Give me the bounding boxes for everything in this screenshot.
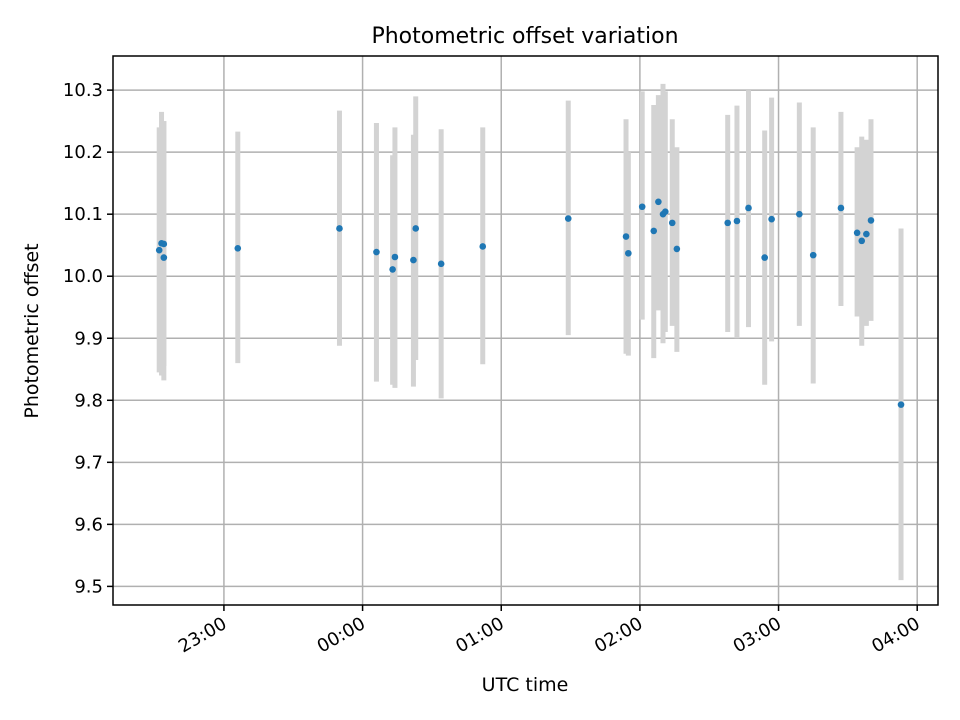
x-axis-label: UTC time bbox=[482, 674, 569, 696]
data-point bbox=[564, 215, 572, 222]
data-point bbox=[336, 225, 343, 232]
data-point bbox=[234, 245, 242, 252]
y-tick-label: 9.9 bbox=[74, 328, 103, 349]
data-point bbox=[867, 217, 875, 224]
data-point bbox=[837, 204, 845, 212]
data-point bbox=[389, 266, 396, 273]
data-point bbox=[724, 219, 732, 227]
data-point bbox=[768, 215, 775, 223]
data-point bbox=[745, 204, 752, 212]
data-point bbox=[479, 243, 487, 250]
data-point bbox=[160, 240, 168, 248]
y-tick-label: 10.0 bbox=[63, 266, 103, 287]
y-tick-label: 9.5 bbox=[74, 576, 103, 597]
data-point bbox=[673, 245, 681, 253]
y-tick-label: 10.3 bbox=[63, 80, 103, 101]
data-point bbox=[412, 225, 420, 232]
data-point bbox=[668, 219, 676, 227]
data-point bbox=[655, 198, 662, 206]
data-point bbox=[809, 251, 817, 259]
chart-title: Photometric offset variation bbox=[371, 24, 678, 49]
data-point bbox=[858, 237, 866, 245]
data-point bbox=[761, 254, 768, 261]
data-point bbox=[410, 256, 417, 264]
data-point bbox=[622, 233, 630, 240]
data-point bbox=[897, 401, 905, 408]
data-point bbox=[391, 253, 399, 261]
data-point bbox=[625, 249, 632, 257]
data-point bbox=[863, 230, 870, 238]
y-axis-label: Photometric offset bbox=[21, 243, 43, 418]
data-point bbox=[853, 229, 861, 237]
data-point bbox=[373, 248, 380, 256]
data-point bbox=[662, 208, 669, 216]
y-tick-label: 9.8 bbox=[74, 390, 103, 411]
y-tick-label: 10.2 bbox=[63, 142, 103, 163]
data-point bbox=[437, 260, 445, 268]
plot-frame bbox=[112, 55, 939, 606]
y-tick-label: 9.7 bbox=[74, 452, 103, 473]
data-point bbox=[650, 227, 658, 235]
data-point bbox=[155, 246, 163, 254]
data-point bbox=[638, 203, 646, 211]
data-point bbox=[733, 217, 741, 225]
y-tick-label: 9.6 bbox=[74, 514, 103, 535]
data-point bbox=[160, 254, 168, 261]
data-point bbox=[796, 210, 803, 218]
y-axis-ticks: 9.5 9.6 9.7 9.8 9.9 10.0 10.1 10.2 10.3 bbox=[63, 80, 113, 597]
data-points bbox=[155, 198, 905, 408]
y-tick-label: 10.1 bbox=[63, 204, 103, 225]
